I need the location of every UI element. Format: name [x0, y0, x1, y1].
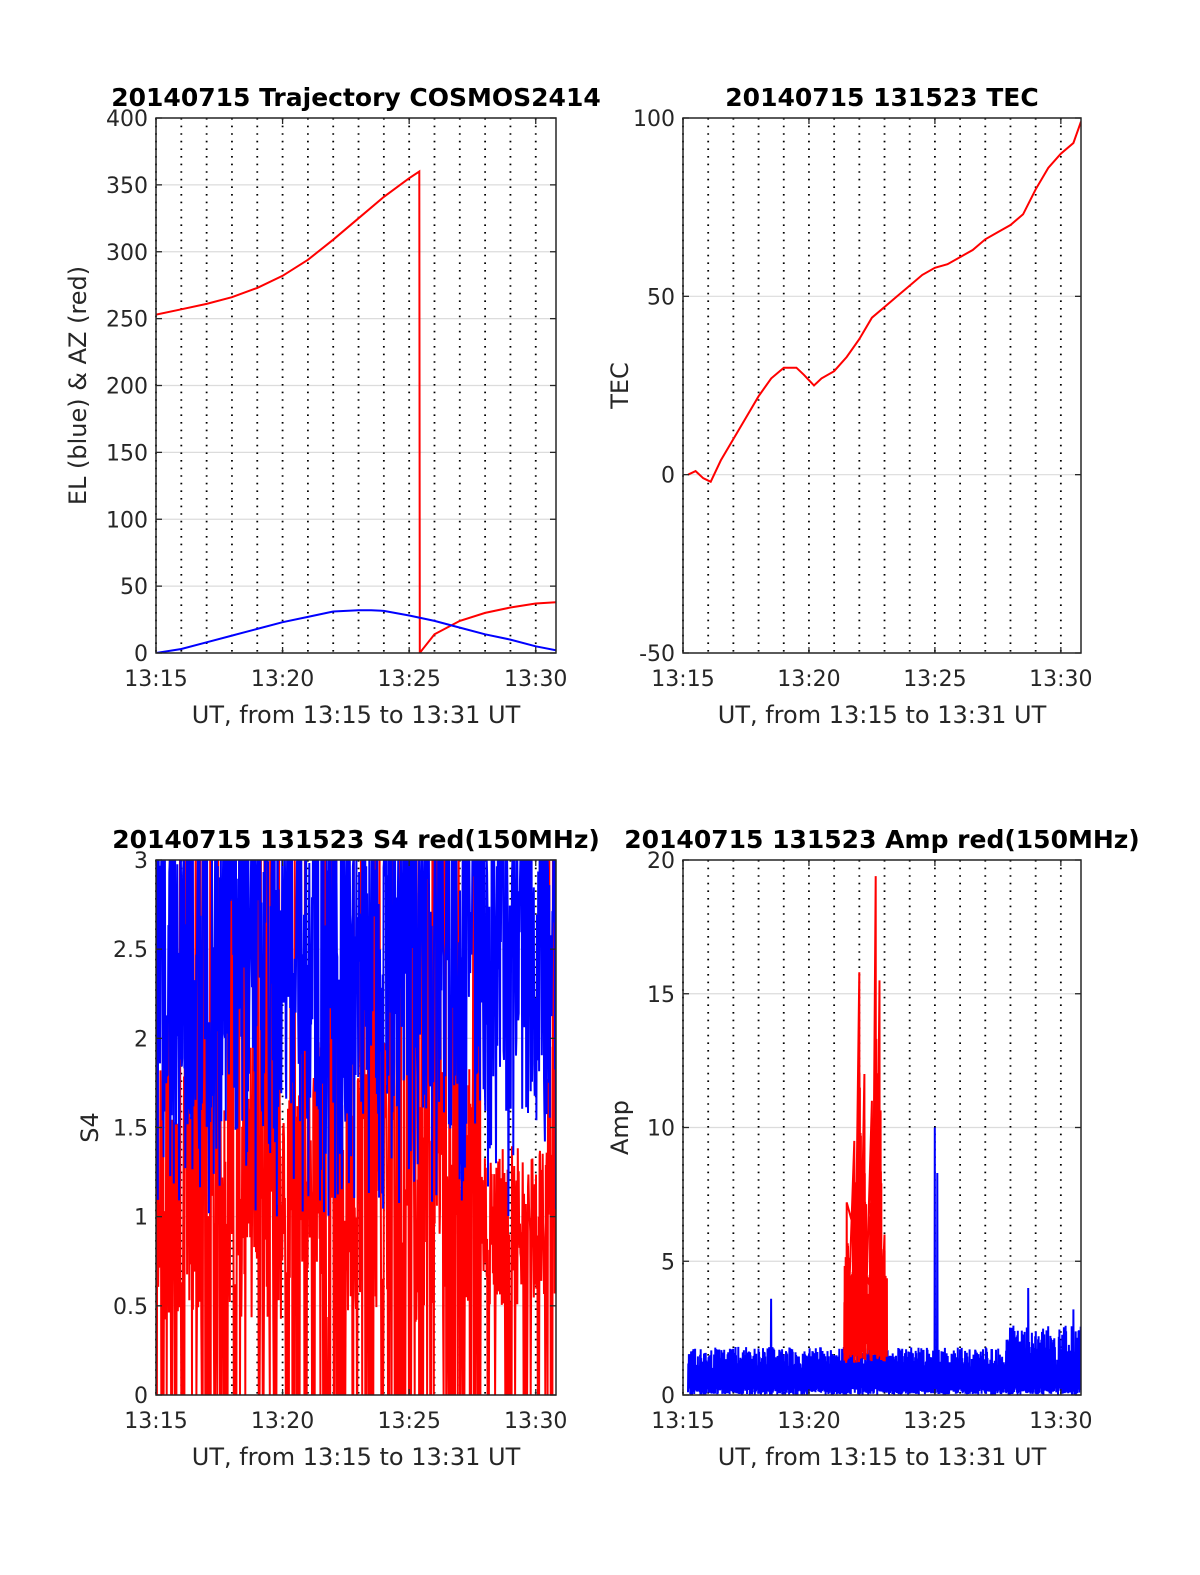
- y-tick-label: 300: [106, 241, 148, 266]
- chart-title: 20140715 131523 TEC: [725, 83, 1038, 112]
- x-tick-label: 13:15: [651, 667, 714, 692]
- series-line: [843, 876, 888, 1363]
- y-tick-label: 150: [106, 441, 148, 466]
- x-tick-label: 13:20: [251, 667, 314, 692]
- x-tick-label: 13:30: [504, 1409, 567, 1434]
- y-tick-label: 0: [134, 1384, 148, 1409]
- x-tick-label: 13:20: [777, 1409, 840, 1434]
- y-tick-label: -50: [639, 642, 675, 667]
- plot-trajectory: 0 50 100 150 200 250 300 350 400 13:15 13:20 13:25 1…: [64, 83, 601, 729]
- x-tick-label: 13:25: [903, 1409, 966, 1434]
- y-tick-label: 0: [134, 642, 148, 667]
- x-tick-label: 13:25: [377, 667, 440, 692]
- y-tick-label: 50: [647, 285, 675, 310]
- y-tick-label: 1.5: [113, 1117, 148, 1142]
- y-tick-label: 200: [106, 375, 148, 400]
- series-line: [687, 1127, 1081, 1395]
- axes-box: [682, 117, 1082, 654]
- plot-tec: -50 0 50 100 13:15 13:20 13:25 13:30 20140715 13…: [606, 83, 1093, 729]
- x-tick-label: 13:20: [777, 667, 840, 692]
- x-tick-label: 13:30: [1029, 667, 1092, 692]
- y-tick-label: 3: [134, 849, 148, 874]
- x-axis-label: UT, from 13:15 to 13:31 UT: [718, 1443, 1047, 1471]
- y-tick-label: 0: [661, 464, 675, 489]
- y-tick-label: 0: [661, 1384, 675, 1409]
- y-axis-label: Amp: [606, 1100, 634, 1155]
- x-tick-label: 13:25: [903, 667, 966, 692]
- plot-amp: 0 5 10 15 20 13:15 13:20 13:25 13:30 20140715 131…: [606, 825, 1140, 1471]
- x-axis-label: UT, from 13:15 to 13:31 UT: [192, 1443, 521, 1471]
- y-tick-label: 2.5: [113, 938, 148, 963]
- y-tick-label: 20: [647, 849, 675, 874]
- y-tick-label: 100: [633, 107, 675, 132]
- y-tick-label: 250: [106, 308, 148, 333]
- chart-title: 20140715 Trajectory COSMOS2414: [111, 83, 601, 112]
- x-axis-label: UT, from 13:15 to 13:31 UT: [192, 701, 521, 729]
- y-tick-label: 0.5: [113, 1295, 148, 1320]
- chart-title: 20140715 131523 S4 red(150MHz): [112, 825, 600, 854]
- series-group: [156, 860, 556, 1395]
- series-line: [156, 860, 556, 1217]
- series-line: [687, 121, 1081, 484]
- x-tick-label: 13:15: [651, 1409, 714, 1434]
- y-tick-label: 5: [661, 1250, 675, 1275]
- x-axis-label: UT, from 13:15 to 13:31 UT: [718, 701, 1047, 729]
- y-tick-label: 15: [647, 983, 675, 1008]
- y-tick-label: 400: [106, 107, 148, 132]
- series-line: [156, 169, 556, 653]
- x-tick-label: 13:30: [1029, 1409, 1092, 1434]
- plot-s4: 0 0.5 1 1.5 2 2.5 3 13:15 13:20 13:25 13:30 2014071…: [76, 825, 600, 1471]
- y-tick-label: 100: [106, 508, 148, 533]
- y-axis-label: TEC: [606, 362, 634, 410]
- y-tick-label: 50: [120, 575, 148, 600]
- series-group: [687, 121, 1081, 484]
- y-tick-label: 350: [106, 174, 148, 199]
- x-tick-label: 13:15: [124, 1409, 187, 1434]
- series-group: [687, 876, 1081, 1395]
- series-line: [156, 609, 556, 653]
- series-line: [156, 860, 556, 1395]
- chart-title: 20140715 131523 Amp red(150MHz): [624, 825, 1140, 854]
- x-tick-label: 13:30: [504, 667, 567, 692]
- x-tick-label: 13:25: [377, 1409, 440, 1434]
- y-tick-label: 2: [134, 1027, 148, 1052]
- y-axis-label: EL (blue) & AZ (red): [64, 266, 92, 505]
- series-group: [156, 169, 556, 653]
- y-axis-label: S4: [76, 1112, 104, 1143]
- y-tick-label: 1: [134, 1206, 148, 1231]
- x-tick-label: 13:15: [124, 667, 187, 692]
- y-tick-label: 10: [647, 1117, 675, 1142]
- x-tick-label: 13:20: [251, 1409, 314, 1434]
